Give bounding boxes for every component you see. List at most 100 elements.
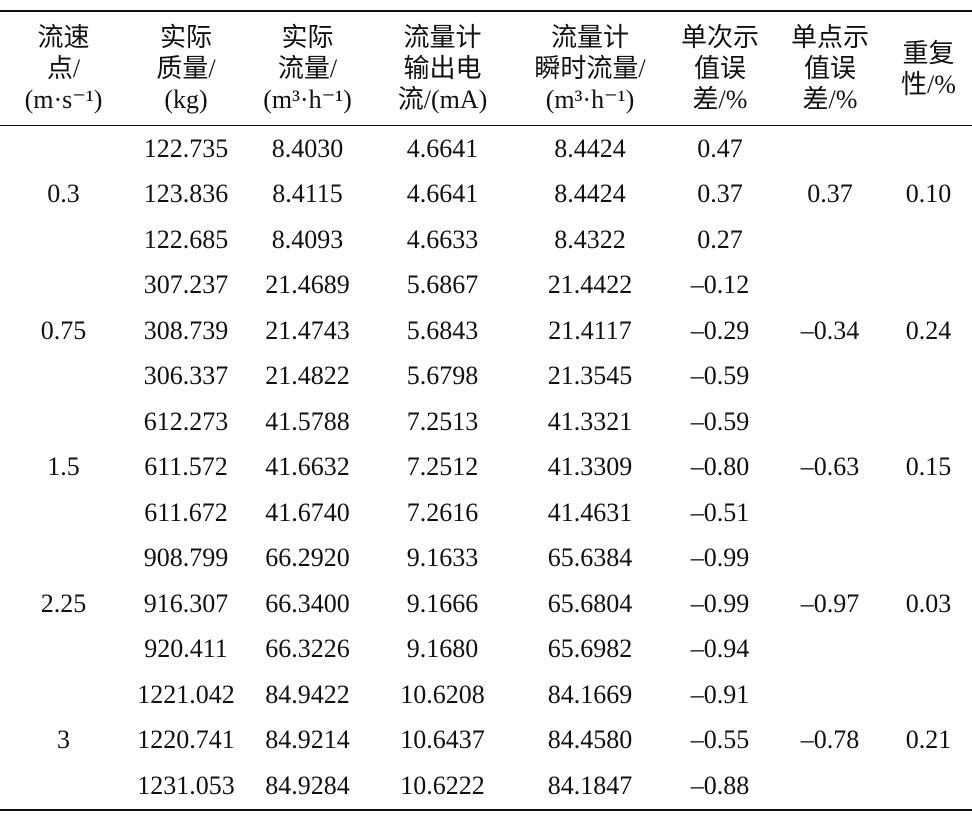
data-row: 306.337 21.4822 5.6798 21.3545 –0.59: [0, 354, 972, 400]
value-cell: –0.51: [690, 497, 750, 527]
value-cell: 1231.053: [137, 770, 235, 800]
value-cell: 908.799: [143, 543, 229, 573]
point-error-cell: –0.63: [800, 452, 860, 482]
value-cell: 84.4580: [547, 725, 633, 755]
header-cell: 单点示 值误 差/%: [775, 11, 885, 126]
header-line: 实际: [281, 23, 334, 52]
header-cell: 流速 点/(m·s⁻¹): [0, 11, 127, 126]
value-cell: 8.4322: [554, 224, 626, 254]
value-cell: 66.3400: [265, 588, 350, 618]
data-row: 611.672 41.6740 7.2616 41.4631 –0.51: [0, 490, 972, 536]
value-cell: –0.59: [690, 361, 750, 391]
value-cell: 41.3309: [547, 452, 633, 482]
data-row: 611.572 41.6632 7.2512 41.3309 –0.80: [0, 445, 972, 491]
header-line: (m³·h⁻¹): [545, 85, 635, 114]
value-cell: –0.88: [690, 770, 750, 800]
data-row: 3 1221.042 84.9422 10.6208 84.1669 –0.91 –0.78…: [0, 672, 972, 755]
value-cell: 84.9214: [265, 725, 350, 755]
repeatability-cell: 0.21: [905, 725, 952, 755]
header-line: 流量计: [403, 23, 482, 52]
header-line: 流量计: [550, 23, 629, 52]
data-row: 1220.741 84.9214 10.6437 84.4580 –0.55: [0, 718, 972, 764]
value-cell: 9.1633: [406, 543, 479, 573]
value-cell: 5.6798: [406, 361, 479, 391]
header-line: 性/%: [901, 69, 956, 99]
value-cell: 8.4030: [271, 133, 344, 163]
header-line: 差/%: [802, 85, 858, 114]
value-cell: 1220.741: [137, 725, 235, 755]
data-row: 2.25 908.799 66.2920 9.1633 65.6384 –0.99 –0.9…: [0, 536, 972, 618]
data-row: 308.739 21.4743 5.6843 21.4117 –0.29: [0, 308, 972, 354]
value-cell: 123.836: [143, 179, 229, 209]
value-cell: 8.4424: [554, 179, 626, 209]
value-cell: 21.4743: [265, 315, 350, 345]
value-cell: 9.1666: [406, 588, 479, 618]
point-error-cell: –0.34: [800, 315, 860, 345]
value-cell: –0.91: [690, 679, 750, 709]
data-row: 0.75 307.237 21.4689 5.6867 21.4422 –0.12 –0.3…: [0, 263, 972, 345]
header-cell: 实际 流量/(m³·h⁻¹): [245, 11, 370, 126]
value-cell: 7.2512: [406, 452, 479, 482]
value-cell: 8.4115: [272, 179, 343, 209]
data-row: 123.836 8.4115 4.6641 8.4424 0.37: [0, 172, 972, 218]
header-line: 质量/: [156, 54, 216, 83]
speed-cell: 0.75: [40, 315, 87, 345]
speed-cell: 0.3: [47, 179, 80, 209]
value-cell: 7.2616: [406, 497, 479, 527]
speed-cell: 2.25: [40, 588, 87, 618]
value-cell: –0.59: [690, 406, 750, 436]
value-cell: 612.273: [143, 406, 229, 436]
value-cell: 41.3321: [547, 406, 633, 436]
repeatability-cell: 0.15: [905, 452, 952, 482]
point-error-cell: –0.97: [800, 588, 860, 618]
data-row: 122.685 8.4093 4.6633 8.4322 0.27: [0, 217, 972, 263]
header-line: 重复: [902, 38, 955, 68]
value-cell: 21.4689: [265, 270, 350, 300]
header-line: 输出电: [403, 54, 482, 83]
point-error-cell: –0.78: [800, 725, 860, 755]
value-cell: 21.4117: [548, 315, 632, 345]
value-cell: 10.6208: [400, 679, 485, 709]
value-cell: 41.6632: [265, 452, 350, 482]
value-cell: –0.29: [690, 315, 750, 345]
value-cell: –0.94: [690, 634, 750, 664]
header-line: 值误: [693, 54, 746, 83]
header-line: 点/: [46, 54, 81, 83]
header-line: (m·s⁻¹): [24, 85, 103, 114]
value-cell: 65.6982: [547, 634, 633, 664]
value-cell: 10.6222: [400, 770, 485, 800]
header-line: 实际: [159, 23, 212, 52]
data-row: 0.3 122.735 8.4030 4.6641 8.4424 0.47 0.37 0.10: [0, 126, 972, 209]
value-cell: 10.6437: [400, 725, 485, 755]
value-cell: –0.80: [690, 452, 750, 482]
header-line: 差/%: [692, 85, 748, 114]
value-cell: 8.4424: [554, 133, 626, 163]
data-row: 920.411 66.3226 9.1680 65.6982 –0.94: [0, 627, 972, 673]
data-row: 1.5 612.273 41.5788 7.2513 41.3321 –0.59 –0.63…: [0, 399, 972, 482]
value-cell: 21.4422: [547, 270, 633, 300]
value-cell: 84.1847: [547, 770, 633, 800]
header-cell: 流量计 输出电 流/(mA): [370, 11, 515, 126]
header-cell: 单次示 值误 差/%: [665, 11, 775, 126]
value-cell: 4.6641: [406, 179, 479, 209]
value-cell: 21.4822: [265, 361, 350, 391]
value-cell: 916.307: [143, 588, 229, 618]
value-cell: 122.735: [143, 133, 229, 163]
value-cell: 1221.042: [137, 679, 235, 709]
repeatability-cell: 0.03: [905, 588, 952, 618]
header-line: 值误: [803, 54, 856, 83]
value-cell: 0.37: [697, 179, 743, 209]
header-row: 流速 点/(m·s⁻¹) 实际 质量/(kg) 实际 流量/(m³·h⁻¹) 流量计 输出电流…: [0, 11, 972, 126]
repeatability-cell: 0.10: [905, 179, 952, 209]
value-cell: 5.6867: [406, 270, 479, 300]
value-cell: 0.27: [697, 224, 743, 254]
table-body: 0.3 122.735 8.4030 4.6641 8.4424 0.47 0.37 0.10…: [0, 126, 972, 810]
value-cell: 307.237: [143, 270, 229, 300]
header-cell: 流量计 瞬时流量/(m³·h⁻¹): [515, 11, 665, 126]
value-cell: 65.6384: [547, 543, 633, 573]
value-cell: 84.9284: [265, 770, 350, 800]
value-cell: 66.2920: [265, 543, 350, 573]
speed-cell: 3: [57, 725, 70, 755]
value-cell: 84.9422: [265, 679, 350, 709]
